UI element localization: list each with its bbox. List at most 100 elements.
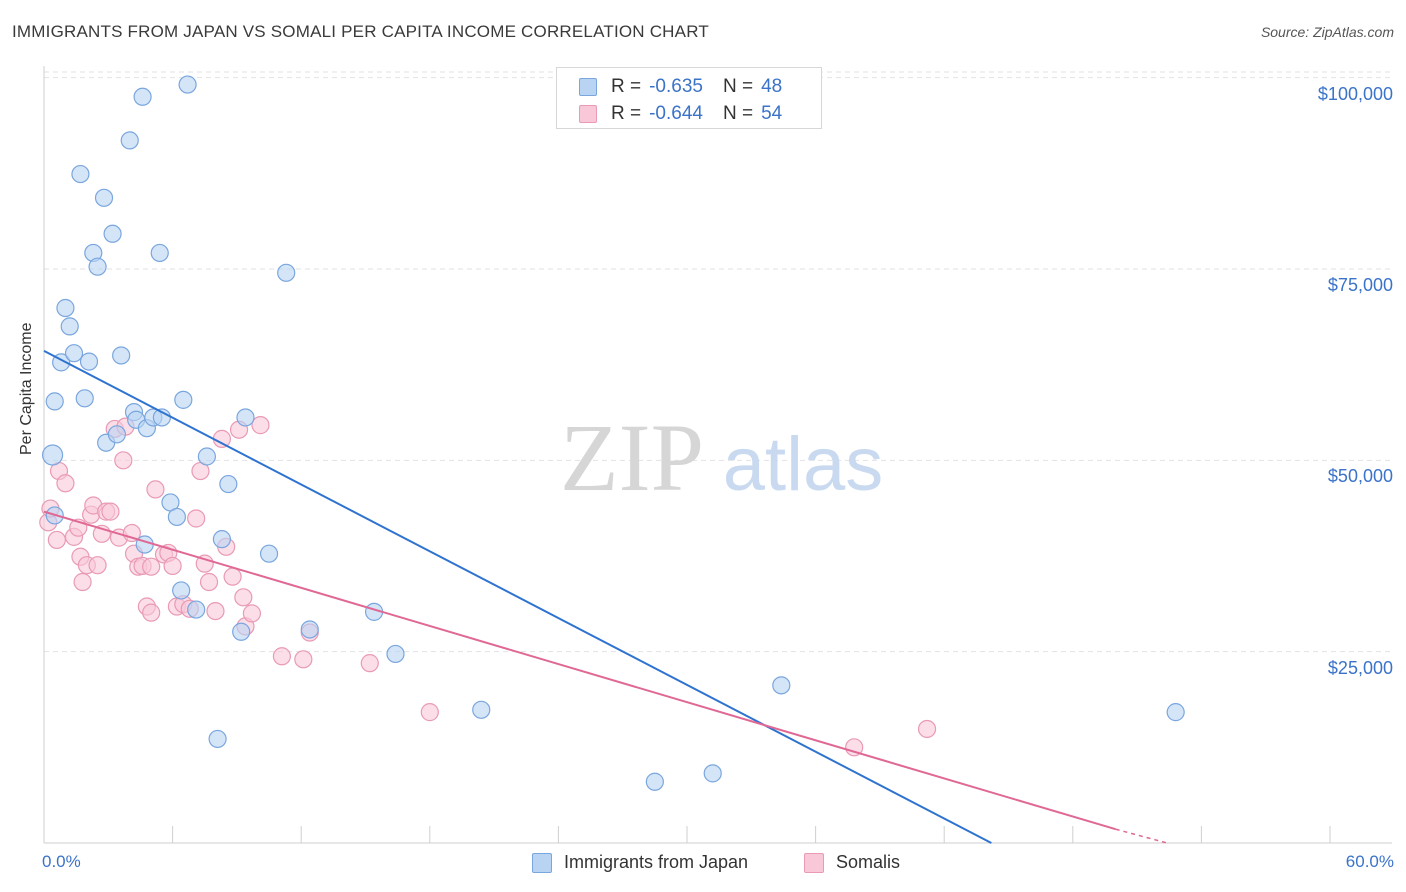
somali-point [917,719,937,739]
legend-item-japan[interactable]: Immigrants from Japan [532,852,748,873]
japan-point [135,535,154,554]
japan-point [259,544,279,563]
japan-point [112,346,131,365]
somali-point [251,416,270,435]
y-tick-label: $50,000 [1327,466,1393,487]
japan-point [45,392,64,411]
legend-n-value: 48 [761,76,783,97]
japan-point [232,622,251,641]
x-tick-min: 0.0% [42,852,81,871]
somali-point [47,530,66,550]
somali-point [206,601,225,621]
japan-point [75,389,94,408]
somali-point [294,650,313,669]
somali-point [142,557,161,576]
japan-point [277,263,296,282]
somali-point [212,429,231,448]
somali-trend-line [43,510,1116,831]
somali-point [845,738,864,757]
japan-point [150,243,169,263]
legend-swatch-somalis [804,852,824,873]
correlation-legend: R = -0.635 N = 48 R = -0.644 N = 54 [556,67,822,129]
somali-point [142,603,161,622]
legend-row-somali: R = -0.644 N = 54 [579,101,782,127]
axes [43,66,1392,844]
japan-point [212,530,231,549]
somali-point [101,502,120,521]
somali-point [73,572,92,592]
japan-point [172,581,191,600]
y-tick-label: $25,000 [1327,657,1393,678]
somali-point [146,480,165,499]
japan-point [41,444,64,466]
legend-label-somalis: Somalis [836,852,901,872]
somali-point [272,647,292,666]
somali-point [195,554,214,573]
japan-point [187,600,206,619]
legend-n-label: N = [722,103,754,124]
japan-point [133,87,152,106]
legend-row-japan: R = -0.635 N = 48 [579,74,782,100]
watermark-zip: ZIP [560,404,704,511]
somali-point [88,556,107,575]
japan-point [472,700,491,719]
somali-point [234,588,253,607]
japan-point [64,344,84,363]
somali-trend-extension [1115,828,1168,844]
somali-point [242,604,262,623]
japan-point [120,131,139,150]
trend-lines [43,349,1168,844]
gridlines [44,71,1392,653]
legend-swatch-japan [579,78,597,96]
japan-point [300,620,319,639]
legend-n-label: N = [722,76,754,97]
legend-swatch-japan [532,852,552,873]
japan-point [178,75,197,94]
somali-point [223,567,242,586]
legend-r-value: -0.644 [649,103,703,124]
legend-label-japan: Immigrants from Japan [564,852,749,872]
japan-point [107,425,126,444]
chart-source: Source: ZipAtlas.com [1260,24,1394,40]
japan-point [167,507,186,527]
legend-swatch-somali [579,105,597,123]
watermark: ZIP atlas [560,404,883,511]
somali-point [114,451,133,470]
japan-point [71,164,90,184]
japan-point [197,447,216,466]
somali-point [199,572,219,592]
japan-point [1166,703,1185,722]
somali-point [163,556,182,576]
somali-point [420,703,439,722]
japan-point [219,474,238,494]
japan-point [208,729,227,749]
japan-trend-line [43,349,992,844]
x-tick-max: 60.0% [1345,852,1394,871]
japan-point [645,772,664,791]
legend-r-value: -0.635 [649,76,703,97]
japan-point [79,352,99,371]
japan-point [60,317,79,336]
somali-point [360,654,379,673]
y-tick-label: $100,000 [1317,83,1393,104]
japan-point [236,408,255,427]
japan-point [772,676,791,695]
japan-point [174,390,193,409]
watermark-atlas: atlas [723,422,884,507]
series-legend: Immigrants from Japan Somalis [0,852,1406,878]
legend-n-value: 54 [761,103,783,124]
y-tick-label: $75,000 [1327,274,1393,295]
japan-point [88,257,107,276]
somali-point [187,509,206,528]
legend-item-somalis[interactable]: Somalis [804,852,900,873]
japan-point [703,764,722,783]
japan-point [94,188,114,207]
somali-point [56,474,75,493]
japan-point [386,644,405,664]
chart-title: IMMIGRANTS FROM JAPAN VS SOMALI PER CAPI… [12,22,709,41]
legend-r-label: R = [611,103,642,124]
japan-point [103,224,122,243]
legend-r-label: R = [611,76,642,97]
japan-point [56,298,75,318]
